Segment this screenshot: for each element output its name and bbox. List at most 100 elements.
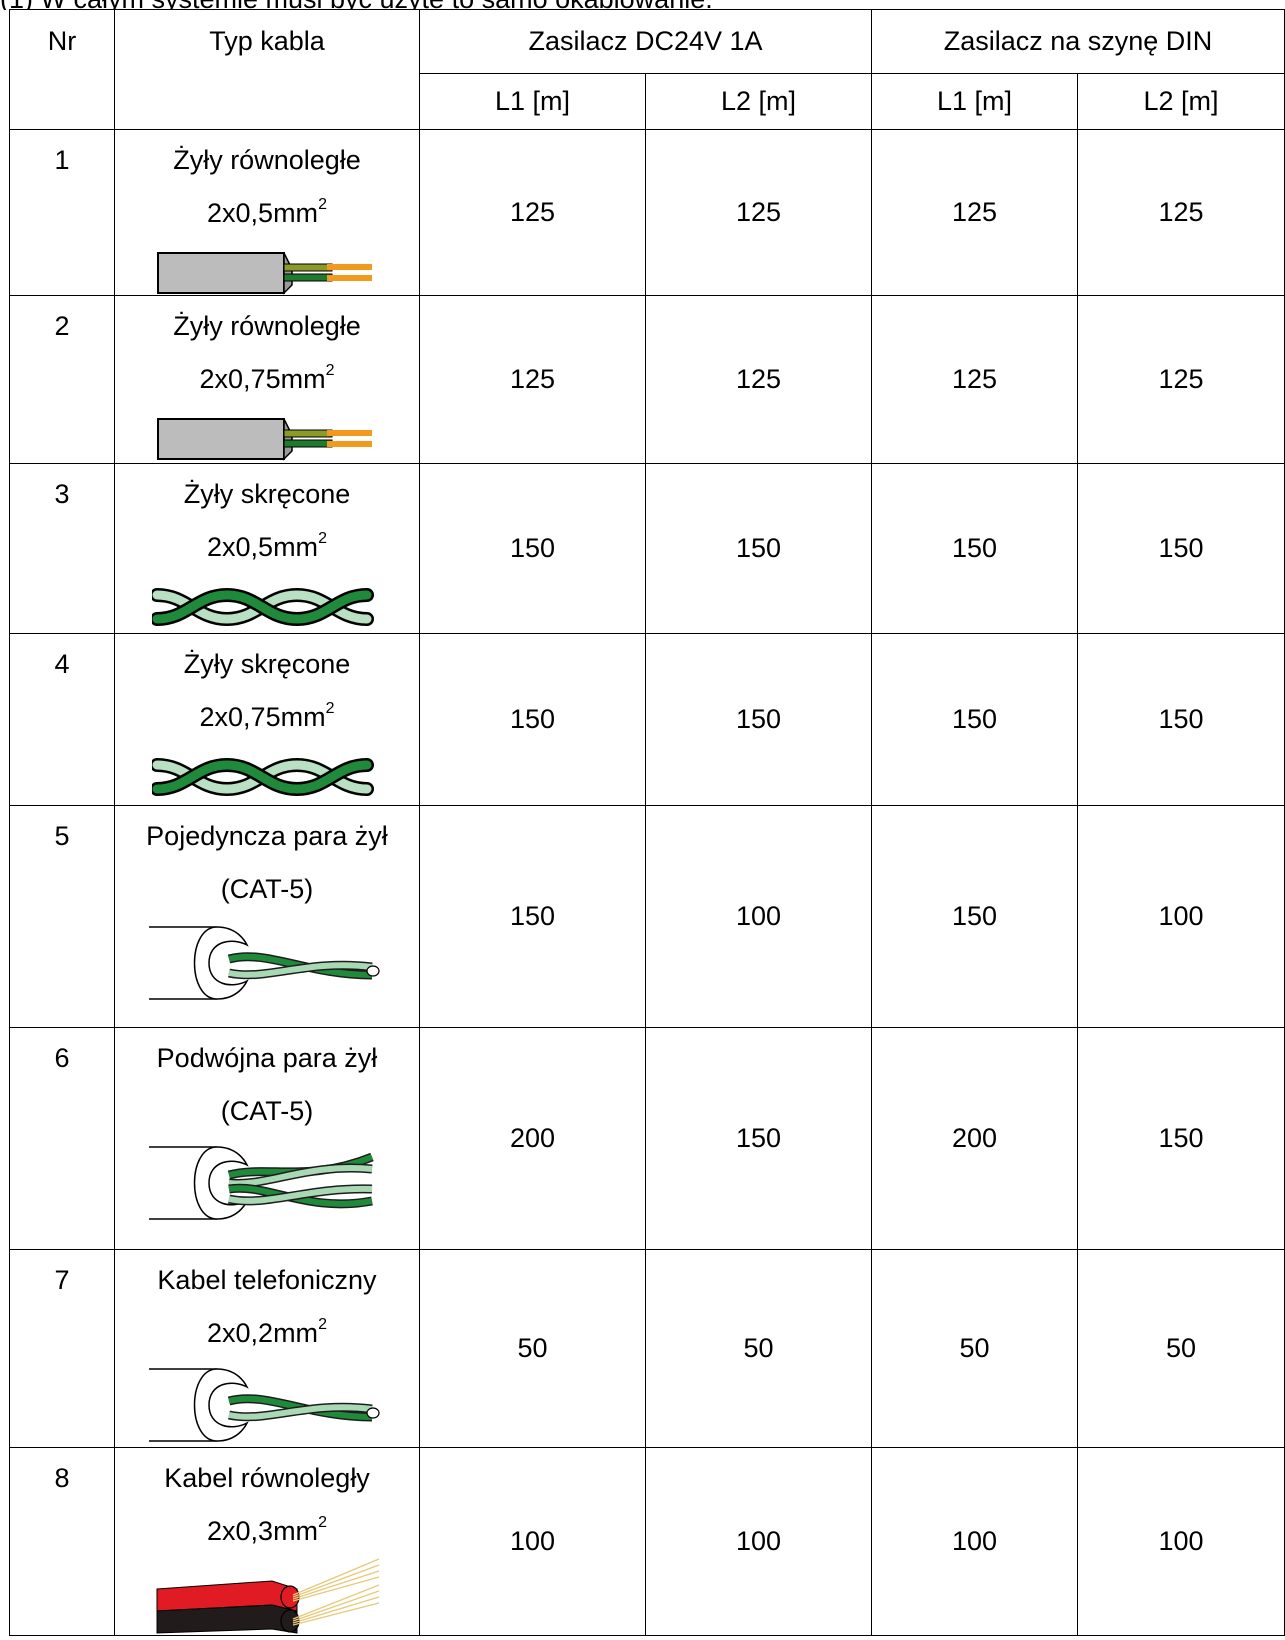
- flat-parallel-cable-icon: [115, 251, 419, 295]
- cable-type-cell: Żyły skręcone 2x0,5mm2: [114, 463, 420, 634]
- length-value: 100: [871, 1447, 1078, 1636]
- table-row: 5 Pojedyncza para żył (CAT-5) 150 100 150 100: [9, 805, 1285, 1028]
- cable-size: 2x0,5mm2: [115, 531, 419, 562]
- length-value: 150: [1077, 1027, 1285, 1250]
- row-number: 1: [9, 129, 115, 296]
- length-value: 125: [1077, 295, 1285, 464]
- length-value: 150: [419, 463, 646, 634]
- twisted-pair-icon: [115, 585, 419, 629]
- table-row: 1 Żyły równoległe 2x0,5mm2 125 125 125 125: [9, 129, 1285, 296]
- cable-type-cell: Żyły równoległe 2x0,5mm2: [114, 129, 420, 296]
- cable-type-name: Żyły równoległe: [173, 311, 361, 341]
- row-number: 5: [9, 805, 115, 1028]
- header-dc24v-psu: Zasilacz DC24V 1A: [419, 9, 872, 74]
- subheader-l2: L2 [m]: [1077, 73, 1285, 130]
- length-value: 150: [871, 463, 1078, 634]
- cable-size-superscript: 2: [325, 700, 335, 717]
- cable-type-name: Żyły skręcone: [183, 479, 351, 509]
- cable-type-cell: Pojedyncza para żył (CAT-5): [114, 805, 420, 1028]
- twisted-pair-icon: [115, 755, 419, 799]
- header-din-rail-psu: Zasilacz na szynę DIN: [871, 9, 1285, 74]
- cable-size-text: 2x0,3mm: [207, 1516, 319, 1546]
- length-value: 125: [871, 295, 1078, 464]
- length-value: 100: [645, 805, 872, 1028]
- length-value: 100: [419, 1447, 646, 1636]
- table-row: 8 Kabel równoległy 2x0,3mm2 100 100 100 100: [9, 1447, 1285, 1636]
- length-value: 100: [645, 1447, 872, 1636]
- length-value: 125: [645, 295, 872, 464]
- row-number: 7: [9, 1249, 115, 1448]
- table-row: 7 Kabel telefoniczny 2x0,2mm2 50 50 50 50: [9, 1249, 1285, 1448]
- header-row: Nr Typ kabla Zasilacz DC24V 1A Zasilacz …: [9, 9, 1285, 130]
- subheader-l2: L2 [m]: [645, 73, 872, 130]
- cable-size-text: 2x0,2mm: [207, 1318, 319, 1348]
- length-value: 50: [1077, 1249, 1285, 1448]
- cable-size-superscript: 2: [318, 1514, 327, 1531]
- length-value: 100: [1077, 1447, 1285, 1636]
- length-value: 150: [419, 633, 646, 806]
- table-row: 3 Żyły skręcone 2x0,5mm2 150 150 150 150: [9, 463, 1285, 634]
- length-value: 125: [419, 295, 646, 464]
- length-value: 150: [1077, 463, 1285, 634]
- row-number: 2: [9, 295, 115, 464]
- single-pair-cat5-icon: [115, 919, 419, 1005]
- cable-type-name: Żyły skręcone: [183, 649, 351, 679]
- cable-size: 2x0,2mm2: [115, 1317, 419, 1348]
- cable-type-name: Żyły równoległe: [173, 145, 361, 175]
- length-value: 150: [871, 805, 1078, 1028]
- length-value: 200: [871, 1027, 1078, 1250]
- cable-size-superscript: 2: [318, 196, 327, 213]
- cable-size-text: 2x0,75mm: [199, 702, 326, 732]
- cable-size: (CAT-5): [115, 876, 419, 903]
- double-pair-cat5-icon: [115, 1139, 419, 1225]
- cable-type-cell: Podwójna para żył (CAT-5): [114, 1027, 420, 1250]
- row-number: 3: [9, 463, 115, 634]
- cable-size: 2x0,5mm2: [115, 197, 419, 228]
- cable-size: 2x0,75mm2: [115, 363, 419, 394]
- cable-size-text: 2x0,5mm: [207, 532, 319, 562]
- row-number: 4: [9, 633, 115, 806]
- cable-type-name: Podwójna para żył: [156, 1043, 378, 1073]
- footnote-text: (1) W całym systemie musi być użyte to s…: [0, 0, 1285, 10]
- length-value: 150: [645, 463, 872, 634]
- red-black-parallel-cable-icon: [115, 1555, 419, 1635]
- cable-size-superscript: 2: [318, 530, 327, 547]
- cable-type-cell: Kabel telefoniczny 2x0,2mm2: [114, 1249, 420, 1448]
- cable-size-text: 2x0,75mm: [199, 364, 326, 394]
- cable-size-text: (CAT-5): [220, 1096, 314, 1126]
- cable-size-text: 2x0,5mm: [207, 198, 319, 228]
- cable-length-table: Nr Typ kabla Zasilacz DC24V 1A Zasilacz …: [9, 9, 1285, 1636]
- table-row: 4 Żyły skręcone 2x0,75mm2 150 150 150 150: [9, 633, 1285, 806]
- row-number: 8: [9, 1447, 115, 1636]
- header-cable-type: Typ kabla: [114, 9, 420, 130]
- subheader-row: L1 [m] L2 [m] L1 [m] L2 [m]: [10, 73, 1285, 130]
- flat-parallel-cable-icon: [115, 417, 419, 461]
- length-value: 125: [645, 129, 872, 296]
- length-value: 125: [419, 129, 646, 296]
- cable-type-cell: Żyły skręcone 2x0,75mm2: [114, 633, 420, 806]
- cable-type-name: Kabel telefoniczny: [157, 1265, 377, 1295]
- table-row: 2 Żyły równoległe 2x0,75mm2 125 125 125 125: [9, 295, 1285, 464]
- length-value: 50: [645, 1249, 872, 1448]
- length-value: 100: [1077, 805, 1285, 1028]
- cable-size: (CAT-5): [115, 1098, 419, 1125]
- cable-size-superscript: 2: [325, 362, 335, 379]
- cable-type-cell: Kabel równoległy 2x0,3mm2: [114, 1447, 420, 1636]
- cable-size: 2x0,3mm2: [115, 1515, 419, 1546]
- telephone-cable-icon: [115, 1361, 419, 1447]
- header-nr: Nr: [9, 9, 115, 130]
- length-value: 125: [871, 129, 1078, 296]
- length-value: 50: [419, 1249, 646, 1448]
- subheader-l1: L1 [m]: [871, 73, 1078, 130]
- table-row: 6 Podwójna para żył (CAT-5) 200 150 200 150: [9, 1027, 1285, 1250]
- cable-size: 2x0,75mm2: [115, 701, 419, 732]
- row-number: 6: [9, 1027, 115, 1250]
- length-value: 150: [645, 633, 872, 806]
- length-value: 150: [871, 633, 1078, 806]
- length-value: 150: [645, 1027, 872, 1250]
- length-value: 125: [1077, 129, 1285, 296]
- cable-type-cell: Żyły równoległe 2x0,75mm2: [114, 295, 420, 464]
- cable-type-name: Pojedyncza para żył: [146, 821, 388, 851]
- length-value: 150: [1077, 633, 1285, 806]
- subheader-l1: L1 [m]: [419, 73, 646, 130]
